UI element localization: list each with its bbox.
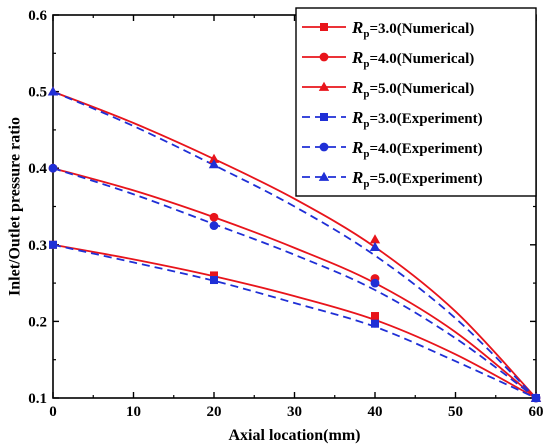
series-line-2 <box>52 167 537 399</box>
series-6-point <box>208 159 220 169</box>
legend-label: =4.0(Numerical) <box>369 51 474 67</box>
y-tick-label: 0.3 <box>28 238 47 254</box>
y-tick-label: 0.5 <box>28 85 47 101</box>
series-6-point <box>369 241 381 251</box>
legend-symbol: R <box>351 48 363 67</box>
legend-subscript: p <box>363 148 369 160</box>
series-5-point <box>48 163 58 173</box>
series-5-point <box>209 221 219 231</box>
series-lines <box>52 90 537 399</box>
x-tick-label: 20 <box>207 404 222 420</box>
legend-label: =5.0(Experiment) <box>369 171 482 187</box>
legend-entry-1: Rp=3.0(Numerical) <box>351 18 474 40</box>
axis-ticks: 0 10 20 30 40 50 60 0.1 0.2 0.3 0.4 0.5 0.6 <box>28 8 543 420</box>
legend-entry-3: Rp=5.0(Numerical) <box>351 78 474 100</box>
series-line-3 <box>52 90 537 399</box>
legend-entry-6: Rp=5.0(Experiment) <box>351 168 483 190</box>
series-2-point <box>209 212 219 222</box>
y-axis-label: Inlet/Outlet pressure ratio <box>7 117 24 296</box>
series-3-point <box>369 234 381 244</box>
legend-subscript: p <box>363 58 369 70</box>
x-tick-label: 10 <box>126 404 141 420</box>
x-tick-label: 40 <box>368 404 383 420</box>
series-4-point <box>371 319 379 328</box>
legend-entry-4: Rp=3.0(Experiment) <box>351 108 483 130</box>
series-1-point <box>371 312 379 321</box>
legend-marker-5 <box>319 142 329 152</box>
series-line-1 <box>52 243 537 399</box>
x-tick-label: 0 <box>49 404 57 420</box>
series-4-point <box>210 276 218 285</box>
x-tick-label: 60 <box>529 404 544 420</box>
y-tick-label: 0.2 <box>28 314 47 330</box>
x-tick-label: 30 <box>287 404 302 420</box>
series-1-point <box>210 271 218 280</box>
legend-symbol: R <box>351 78 363 97</box>
legend-entry-5: Rp=4.0(Experiment) <box>351 138 483 160</box>
legend-marker-3 <box>318 81 330 91</box>
series-line-6 <box>52 90 537 399</box>
legend-label: =5.0(Numerical) <box>369 81 474 97</box>
legend-label: =4.0(Experiment) <box>369 141 482 157</box>
legend-label: =3.0(Numerical) <box>369 21 474 37</box>
legend-box <box>295 7 537 197</box>
series-6-point <box>47 86 59 96</box>
legend-marker-1 <box>320 23 328 31</box>
legend-symbol: R <box>351 18 363 37</box>
x-axis-label: Axial location(mm) <box>229 427 361 444</box>
series-line-5 <box>52 167 537 399</box>
y-tick-label: 0.4 <box>28 161 47 177</box>
y-tick-label: 0.1 <box>28 391 47 407</box>
legend-symbol: R <box>351 168 363 187</box>
legend-marker-2 <box>319 52 329 62</box>
legend: Rp=3.0(Numerical)Rp=4.0(Numerical)Rp=5.0… <box>295 7 537 197</box>
legend-subscript: p <box>363 118 369 130</box>
legend-symbol: R <box>351 108 363 127</box>
series-4-point <box>49 240 57 249</box>
series-3-point <box>208 153 220 163</box>
legend-marker-4 <box>320 113 328 121</box>
legend-subscript: p <box>363 88 369 100</box>
legend-entry-2: Rp=4.0(Numerical) <box>351 48 474 70</box>
x-tick-label: 50 <box>448 404 463 420</box>
series-5-point <box>370 278 380 288</box>
y-tick-label: 0.6 <box>28 8 47 24</box>
legend-subscript: p <box>363 178 369 190</box>
legend-symbol: R <box>351 138 363 157</box>
series-markers <box>47 86 542 403</box>
legend-label: =3.0(Experiment) <box>369 111 482 127</box>
series-6-point <box>530 392 542 402</box>
legend-marker-6 <box>318 171 330 181</box>
legend-subscript: p <box>363 28 369 40</box>
series-line-4 <box>52 243 537 399</box>
